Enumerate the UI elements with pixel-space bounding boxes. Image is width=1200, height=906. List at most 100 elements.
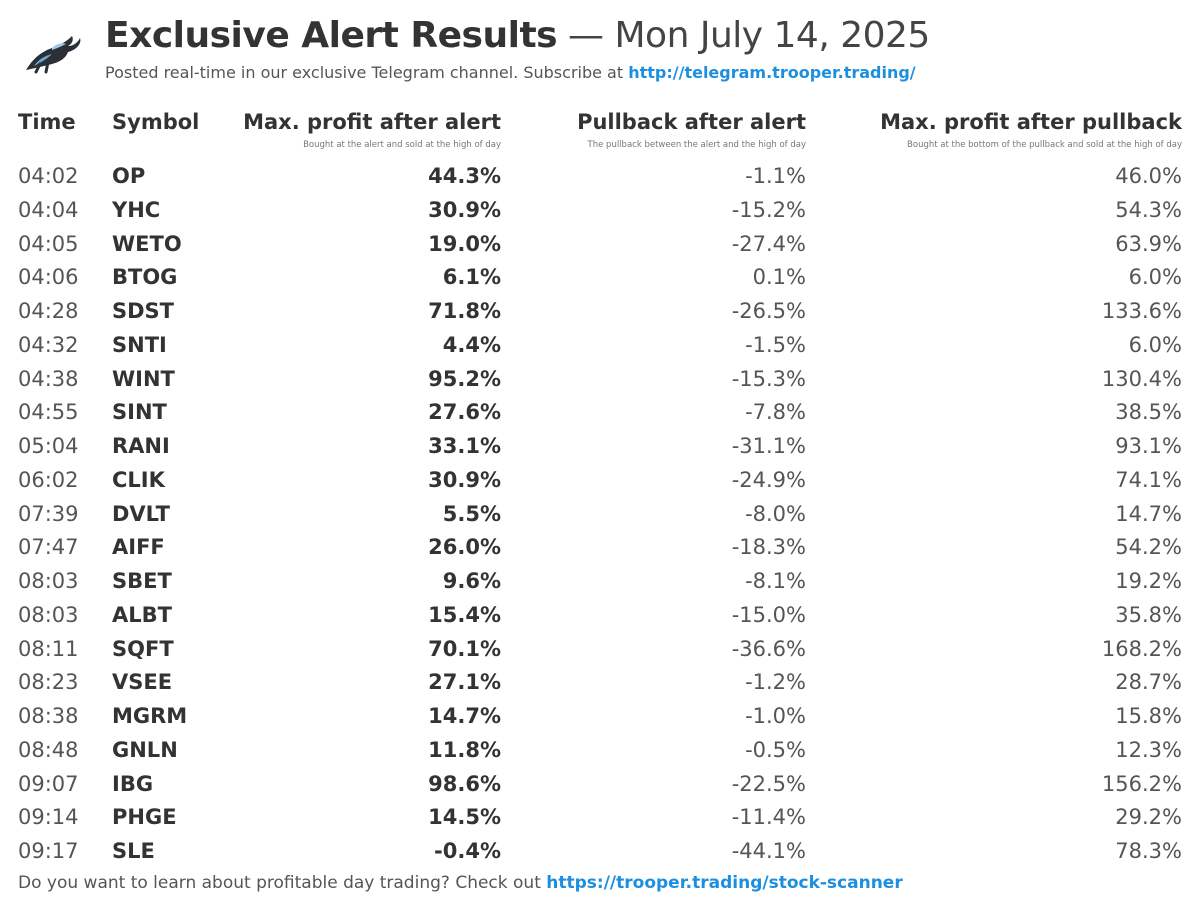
cell-pullback: -1.1% [745,164,806,188]
cell-after-pullback: 133.6% [1101,299,1182,323]
table-row: 06:02 CLIK 30.9% -24.9% 74.1% [0,464,1200,498]
cell-symbol: WETO [112,231,182,256]
page-title-date: — Mon July 14, 2025 [557,15,930,56]
cell-after-pullback: 63.9% [1115,231,1182,256]
table-row: 04:02 OP 44.3% -1.1% 46.0% [0,160,1200,194]
table-row: 04:55 SINT 27.6% -7.8% 38.5% [0,396,1200,430]
cell-symbol: PHGE [112,805,177,830]
table-row: 04:38 WINT 95.2% -15.3% 130.4% [0,363,1200,397]
footer: Do you want to learn about profitable da… [18,871,903,895]
subtitle-text: Posted real-time in our exclusive Telegr… [105,63,629,82]
cell-after-pullback: 14.7% [1115,501,1182,526]
cell-time: 04:55 [18,400,79,425]
cell-profit: 5.5% [442,501,501,526]
footer-text: Do you want to learn about profitable da… [18,873,547,893]
cell-pullback: -27.4% [731,231,806,256]
cell-profit: 4.4% [442,332,501,357]
col-header-symbol: Symbol [112,110,200,134]
cell-after-pullback: 19.2% [1115,569,1182,593]
table-row: 07:39 DVLT 5.5% -8.0% 14.7% [0,498,1200,532]
cell-time: 09:07 [18,771,79,796]
cell-time: 08:11 [18,636,79,661]
table-row: 04:05 WETO 19.0% -27.4% 63.9% [0,228,1200,262]
cell-after-pullback: 6.0% [1128,332,1182,357]
cell-after-pullback: 12.3% [1115,737,1182,762]
cell-pullback: -0.5% [745,737,806,762]
cell-profit: 9.6% [442,569,501,593]
cell-after-pullback: 93.1% [1115,434,1182,458]
cell-profit: 33.1% [428,434,501,458]
col-header-pullback: Pullback after alert [577,110,806,134]
cell-after-pullback: 168.2% [1101,636,1182,661]
cell-symbol: VSEE [112,670,173,695]
cell-profit: 27.1% [428,670,501,695]
cell-after-pullback: 29.2% [1115,805,1182,830]
cell-pullback: -8.0% [745,501,806,526]
telegram-link[interactable]: http://telegram.trooper.trading/ [628,63,916,82]
cell-profit: 98.6% [428,771,501,796]
cell-after-pullback: 54.2% [1115,535,1182,560]
cell-after-pullback: 28.7% [1115,670,1182,695]
cell-time: 06:02 [18,467,79,492]
cell-pullback: 0.1% [752,265,806,290]
cell-symbol: SINT [112,400,167,425]
cell-after-pullback: 78.3% [1115,839,1182,863]
cell-time: 04:28 [18,299,79,323]
page-title-main: Exclusive Alert Results [105,15,558,56]
table-row: 08:03 ALBT 15.4% -15.0% 35.8% [0,599,1200,633]
cell-profit: 70.1% [428,636,501,661]
stock-scanner-link[interactable]: https://trooper.trading/stock-scanner [546,873,903,893]
cell-time: 08:48 [18,737,79,762]
table-row: 09:14 PHGE 14.5% -11.4% 29.2% [0,801,1200,835]
cell-symbol: MGRM [112,704,188,728]
cell-pullback: -1.0% [745,704,806,728]
cell-profit: 44.3% [428,164,501,188]
cell-profit: 71.8% [428,299,501,323]
cell-after-pullback: 130.4% [1101,366,1182,391]
cell-profit: 19.0% [428,231,501,256]
cell-profit: 26.0% [428,535,501,560]
table-row: 04:04 YHC 30.9% -15.2% 54.3% [0,194,1200,228]
table-row: 09:17 SLE -0.4% -44.1% 78.3% [0,835,1200,869]
cell-profit: 14.7% [428,704,501,728]
cell-pullback: -1.5% [745,332,806,357]
cell-pullback: -11.4% [731,805,806,830]
cell-pullback: -15.3% [731,366,806,391]
page-title: Exclusive Alert Results — Mon July 14, 2… [105,12,930,60]
table-row: 08:48 GNLN 11.8% -0.5% 12.3% [0,734,1200,768]
cell-pullback: -1.2% [745,670,806,695]
table-row: 08:03 SBET 9.6% -8.1% 19.2% [0,565,1200,599]
cell-symbol: SBET [112,569,172,593]
cell-time: 04:38 [18,366,79,391]
cell-after-pullback: 35.8% [1115,602,1182,627]
cell-profit: 14.5% [428,805,501,830]
col-note-profit: Bought at the alert and sold at the high… [303,140,501,150]
cell-profit: 30.9% [428,467,501,492]
cell-symbol: CLIK [112,467,165,492]
cell-pullback: -44.1% [731,839,806,863]
cell-profit: 27.6% [428,400,501,425]
cell-symbol: RANI [112,434,170,458]
col-header-time: Time [18,110,76,134]
col-header-after-pullback: Max. profit after pullback [880,110,1182,134]
cell-pullback: -24.9% [731,467,806,492]
cell-profit: 15.4% [428,602,501,627]
cell-symbol: AIFF [112,535,165,560]
cell-after-pullback: 6.0% [1128,265,1182,290]
cell-profit: 11.8% [428,737,501,762]
cell-after-pullback: 15.8% [1115,704,1182,728]
table-row: 07:47 AIFF 26.0% -18.3% 54.2% [0,531,1200,565]
cell-profit: 95.2% [428,366,501,391]
cell-time: 05:04 [18,434,79,458]
cell-after-pullback: 38.5% [1115,400,1182,425]
cell-symbol: SNTI [112,332,167,357]
results-table: 04:02 OP 44.3% -1.1% 46.0% 04:04 YHC 30.9% -15.2… [0,160,1200,869]
bull-logo-icon [26,36,81,74]
table-row: 08:38 MGRM 14.7% -1.0% 15.8% [0,700,1200,734]
cell-time: 08:23 [18,670,79,695]
cell-after-pullback: 156.2% [1101,771,1182,796]
cell-time: 04:05 [18,231,79,256]
cell-pullback: -8.1% [745,569,806,593]
cell-symbol: BTOG [112,265,178,290]
table-row: 04:28 SDST 71.8% -26.5% 133.6% [0,295,1200,329]
